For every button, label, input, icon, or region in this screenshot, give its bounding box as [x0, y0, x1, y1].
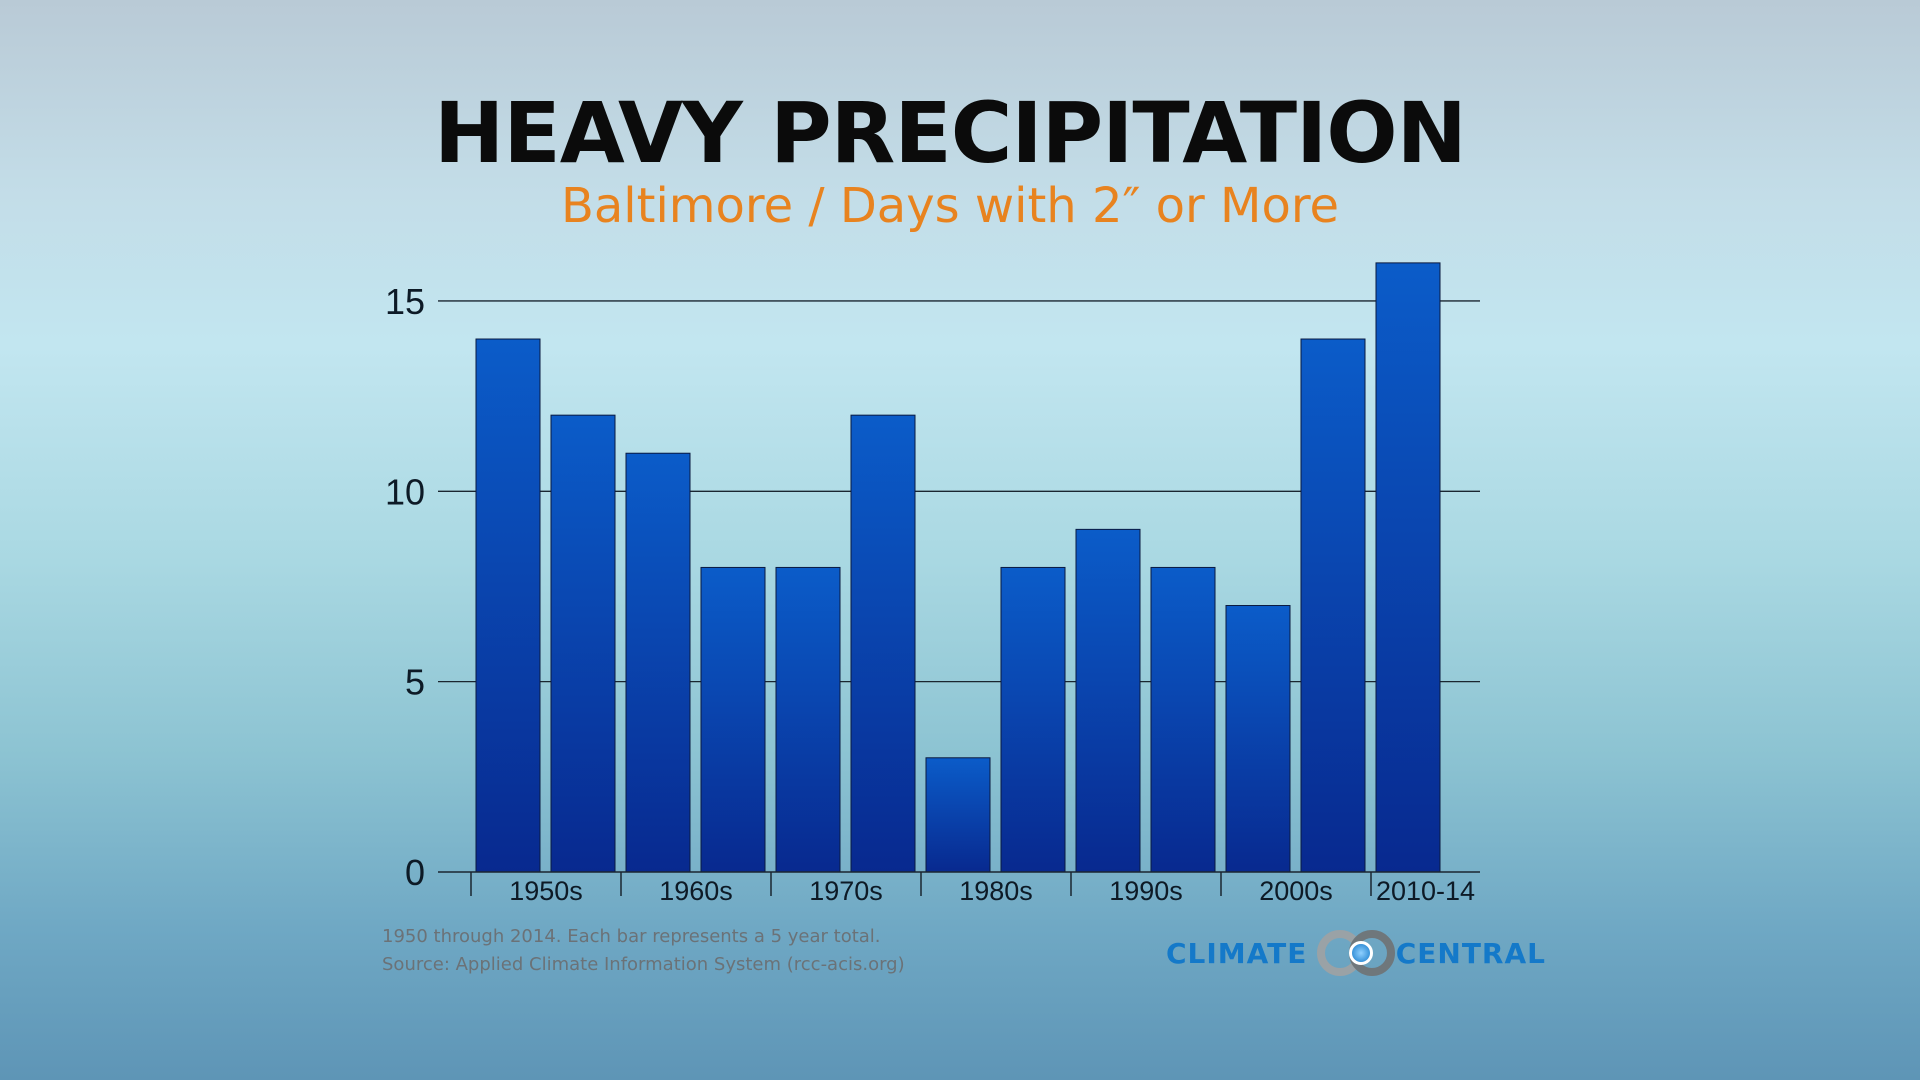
- footnote-source: Source: Applied Climate Information Syst…: [382, 954, 905, 975]
- x-tick-label: 1950s: [509, 876, 583, 906]
- logo-rings-icon: [1315, 930, 1396, 976]
- logo-text-left: CLIMATE: [1166, 936, 1308, 970]
- x-tick-label: 1990s: [1109, 876, 1183, 906]
- bar: [1375, 262, 1441, 873]
- chart-subtitle: Baltimore / Days with 2″ or More: [560, 178, 1340, 234]
- y-tick-label: 15: [385, 281, 425, 322]
- bar: [775, 566, 841, 873]
- bar: [1300, 338, 1366, 873]
- chart-title: HEAVY PRECIPITATION: [434, 84, 1467, 182]
- bar: [700, 566, 766, 873]
- bar: [1075, 528, 1141, 873]
- footnote-line-1: 1950 through 2014. Each bar represents a…: [382, 926, 881, 947]
- bar: [625, 452, 691, 873]
- x-tick-label: 1970s: [809, 876, 883, 906]
- y-tick-label: 10: [385, 471, 425, 512]
- y-tick-label: 5: [405, 662, 425, 703]
- x-tick-label: 2000s: [1259, 876, 1333, 906]
- bar: [925, 757, 991, 873]
- bar: [550, 414, 616, 873]
- x-tick-label: 2010-14: [1376, 876, 1475, 906]
- bar: [475, 338, 541, 873]
- bar: [850, 414, 916, 873]
- x-tick-label: 1960s: [659, 876, 733, 906]
- climate-central-logo: CLIMATE CENTRAL: [1166, 930, 1546, 976]
- bar: [1225, 605, 1291, 873]
- x-tick-label: 1980s: [959, 876, 1033, 906]
- y-tick-label: 0: [405, 852, 425, 893]
- bar: [1150, 566, 1216, 873]
- bar: [1000, 566, 1066, 873]
- logo-text-right: CENTRAL: [1395, 936, 1546, 970]
